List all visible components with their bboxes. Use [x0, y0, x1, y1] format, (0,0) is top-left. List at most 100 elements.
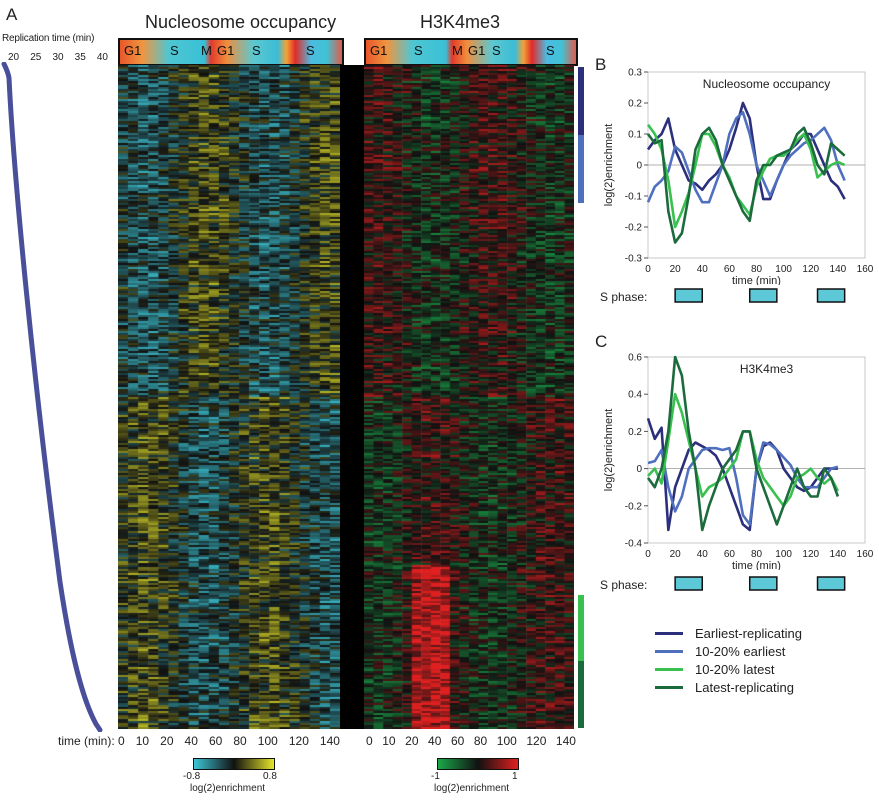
series-line — [646, 110, 846, 204]
h3k4me3-heatmap-title: H3K4me3 — [420, 12, 501, 32]
panel-b-letter: B — [595, 55, 607, 74]
s-phase-box — [674, 576, 703, 591]
time-tick: 10 — [135, 734, 150, 748]
phase-label: M — [201, 43, 212, 58]
time-tick: 120 — [526, 734, 547, 748]
x-tick-label: 120 — [802, 264, 819, 275]
phase-label: S — [306, 43, 315, 58]
phase-label: G1 — [468, 43, 486, 58]
s-phase-box — [816, 576, 846, 591]
series-line — [646, 101, 846, 201]
phase-label: S — [252, 43, 261, 58]
legend-item: 10-20% earliest — [655, 644, 785, 659]
y-tick-label: -0.1 — [625, 192, 643, 203]
nucleosome-colorbar-label: log(2)enrichment — [190, 783, 266, 794]
h3k4me3-colorbar-label: log(2)enrichment — [434, 783, 510, 794]
nucleosome-heatmap-title: Nucleosome occupancy — [145, 12, 337, 32]
phase-label: G1 — [217, 43, 235, 58]
replication-axis-ticks: 20 25 30 35 40 — [8, 52, 108, 63]
y-tick-label: 0.6 — [628, 353, 642, 364]
x-tick-label: 80 — [751, 264, 763, 275]
replication-tick: 30 — [52, 52, 64, 63]
x-tick-label: 160 — [857, 264, 874, 275]
s-phase-box — [748, 576, 778, 591]
time-tick: 40 — [184, 734, 198, 748]
x-axis-label: time (min) — [732, 275, 781, 285]
h3k4me3-heatmap — [364, 65, 574, 729]
legend-item: Latest-replicating — [655, 680, 794, 695]
nucleosome-colorbar-max: 0.8 — [263, 771, 277, 782]
nucleosome-colorbar-min: -0.8 — [183, 771, 201, 782]
time-tick: 0 — [366, 734, 373, 748]
early-group-bar — [578, 135, 584, 203]
nucleosome-time-ticks: 0 10 20 40 60 80 100 120 140 — [118, 734, 340, 748]
y-tick-label: -0.2 — [625, 501, 643, 512]
time-tick: 20 — [405, 734, 419, 748]
x-tick-label: 80 — [751, 549, 763, 560]
h3k4me3-time-ticks: 0 10 20 40 60 80 100 120 140 — [366, 734, 576, 748]
x-tick-label: 160 — [857, 549, 874, 560]
s-phase-track-c — [674, 576, 846, 591]
x-tick-label: 60 — [724, 264, 736, 275]
h3k4me3-colorbar-min: -1 — [431, 771, 440, 782]
late-group-bar — [578, 595, 584, 661]
phase-label: M — [452, 43, 463, 58]
panel-a-letter: A — [6, 5, 18, 24]
replication-tick: 40 — [96, 52, 108, 63]
x-tick-label: 100 — [775, 264, 792, 275]
time-tick: 100 — [257, 734, 278, 748]
x-tick-label: 20 — [670, 549, 682, 560]
legend-item: Earliest-replicating — [655, 626, 802, 641]
x-tick-label: 40 — [697, 549, 709, 560]
y-tick-label: 0 — [636, 161, 642, 172]
legend-swatch — [655, 668, 683, 671]
time-tick: 120 — [288, 734, 309, 748]
y-tick-label: 0.2 — [628, 99, 642, 110]
legend-item: 10-20% latest — [655, 662, 775, 677]
legend-swatch — [655, 650, 683, 653]
x-tick-label: 0 — [645, 549, 651, 560]
replication-tick: 20 — [8, 52, 20, 63]
x-axis-label: time (min) — [732, 560, 781, 570]
y-tick-label: 0.4 — [628, 390, 642, 401]
h3k4me3-phase-bar: G1 S M G1 S S — [364, 38, 578, 66]
s-phase-box — [748, 288, 778, 303]
replication-tick: 25 — [30, 52, 42, 63]
s-phase-label-b: S phase: — [600, 290, 648, 304]
legend-swatch — [655, 632, 683, 635]
latest-group-bar — [578, 661, 584, 728]
heatmap-divider — [340, 65, 364, 729]
s-phase-box — [674, 288, 703, 303]
series-line — [646, 126, 846, 244]
x-tick-label: 60 — [724, 549, 736, 560]
series-line — [647, 441, 839, 526]
legend-swatch — [655, 686, 683, 689]
legend-label: Earliest-replicating — [695, 626, 802, 641]
y-tick-label: -0.4 — [625, 539, 643, 550]
phase-label: G1 — [124, 43, 142, 58]
h3k4me3-colorbar — [437, 758, 519, 770]
chart-title: Nucleosome occupancy — [703, 77, 830, 91]
x-tick-label: 140 — [830, 264, 847, 275]
y-tick-label: 0 — [636, 464, 642, 475]
nucleosome-line-chart: -0.3 -0.2 -0.1 0 0.1 0.2 0.3 0 20 40 60 80 100 120 140… — [603, 68, 874, 286]
y-axis-label: log(2)enrichment — [603, 124, 615, 207]
legend-label: 10-20% earliest — [695, 644, 786, 659]
time-tick: 0 — [118, 734, 125, 748]
y-tick-label: 0.1 — [628, 130, 642, 141]
y-tick-label: -0.2 — [625, 223, 643, 234]
y-tick-label: -0.3 — [625, 254, 643, 265]
h3k4me3-line-chart: -0.4 -0.2 0 0.2 0.4 0.6 0 20 40 60 80 100 120 140 160 t… — [603, 353, 874, 571]
time-tick: 140 — [555, 734, 576, 748]
x-tick-label: 20 — [670, 264, 682, 275]
time-tick: 60 — [208, 734, 223, 748]
time-tick: 10 — [382, 734, 396, 748]
series-line — [646, 355, 840, 532]
replication-tick: 35 — [74, 52, 86, 63]
chart-title: H3K4me3 — [740, 362, 794, 376]
h3k4me3-colorbar-max: 1 — [512, 771, 518, 782]
plot-frame — [647, 356, 866, 544]
phase-label: S — [492, 43, 501, 58]
time-tick: 100 — [496, 734, 517, 748]
